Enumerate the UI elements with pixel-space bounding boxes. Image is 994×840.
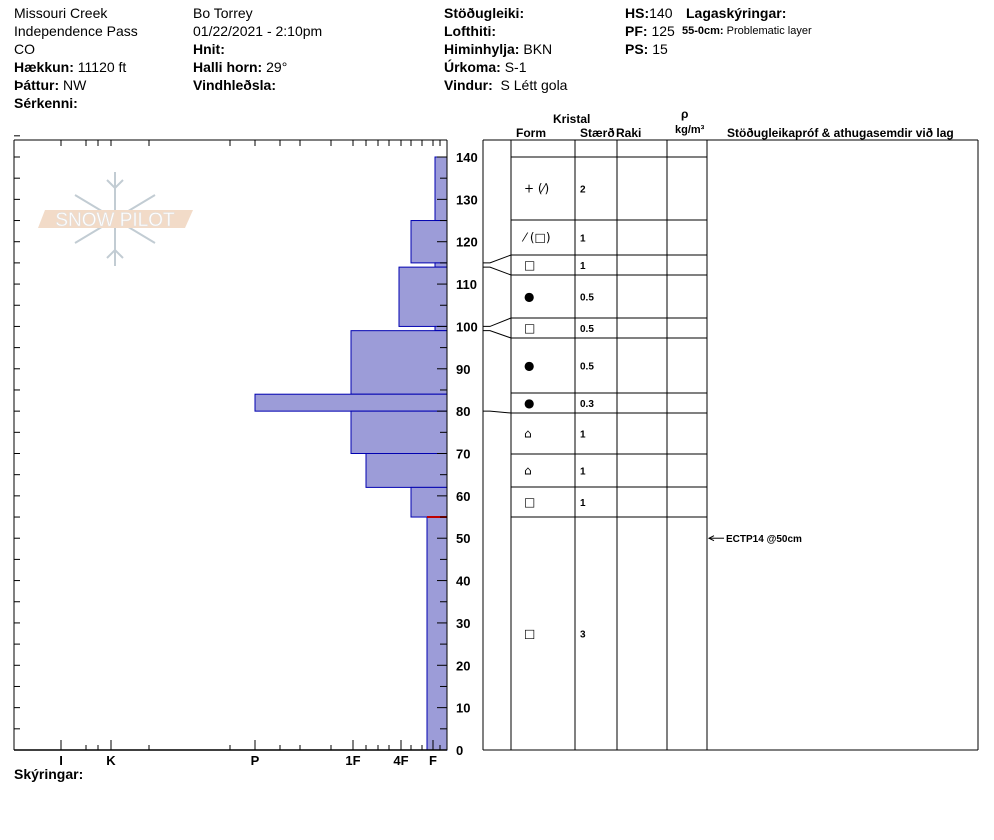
grain-form-symbol: + (⁄) [524, 182, 549, 196]
grain-size: 1 [580, 261, 586, 272]
hardness-label: I [59, 753, 63, 768]
layer-connector [483, 330, 512, 339]
layer-connector [483, 410, 512, 414]
hardness-bar [398, 266, 448, 327]
hardness-label: 1F [345, 753, 360, 768]
notes-label: Skýringar: [14, 766, 84, 782]
slope: Halli horn: 29° [193, 59, 288, 75]
hs: HS:140 [625, 5, 673, 21]
hardness-bar [254, 393, 448, 412]
crystal-header: Kristal [553, 112, 591, 126]
precip: Úrkoma: S-1 [444, 59, 527, 75]
grain-form-symbol: □ [524, 627, 535, 641]
grain-form-symbol: ● [524, 290, 534, 304]
wind-loading-label: Vindhleðsla: [193, 77, 276, 93]
depth-label: 60 [456, 489, 470, 504]
depth-label: 0 [456, 743, 463, 758]
grain-form-symbol: ● [524, 359, 534, 373]
air-temp-label: Lofthiti: [444, 23, 497, 39]
hardness-label: 4F [393, 753, 408, 768]
grain-form-symbol: □ [524, 258, 535, 272]
state: CO [14, 41, 35, 57]
form-header: Form [516, 126, 546, 140]
grain-size: 0.5 [580, 293, 594, 304]
hardness-bar [365, 453, 448, 488]
elevation: Hækkun: 11120 ft [14, 59, 127, 75]
grain-size: 0.3 [580, 399, 594, 410]
comments-header: Stöðugleikapróf & athugasemdir við lag [727, 126, 954, 140]
depth-label: 130 [456, 192, 478, 207]
layer-note: 55-0cm: Problematic layer [682, 25, 812, 37]
hardness-bar [434, 156, 448, 222]
hardness-bar [434, 262, 448, 268]
hardness-bar [426, 516, 448, 751]
grain-form-symbol: ⌂ [524, 464, 532, 478]
grain-size: 3 [580, 630, 586, 641]
layer-connector [483, 317, 512, 327]
hardness-bar [434, 325, 448, 332]
depth-label: 20 [456, 658, 470, 673]
hardness-label: P [251, 753, 260, 768]
hardness-label: F [429, 753, 437, 768]
density-unit: kg/m³ [675, 124, 705, 136]
hardness-bar [410, 486, 448, 518]
hardness-bar [350, 330, 448, 395]
moisture-header: Raki [616, 126, 642, 140]
layer-connector [483, 266, 512, 276]
area: Independence Pass [14, 23, 138, 39]
grain-size: 2 [580, 185, 586, 196]
hardness-label: K [106, 753, 116, 768]
svg-text:SNOW PILOT: SNOW PILOT [55, 210, 175, 231]
features-label: Sérkenni: [14, 95, 78, 111]
aspect: Þáttur: NW [14, 77, 87, 93]
sky: Himinhylja: BKN [444, 41, 553, 57]
grain-size: 1 [580, 430, 586, 441]
stability-label: Stöðugleiki: [444, 5, 525, 21]
depth-label: 100 [456, 319, 478, 334]
grain-size: 0.5 [580, 324, 594, 335]
stability-test-label: ECTP14 @50cm [726, 534, 802, 545]
grain-form-symbol: □ [524, 321, 535, 335]
grain-size: 0.5 [580, 362, 594, 373]
test-arrow-head [707, 535, 715, 542]
grain-form-symbol: ● [524, 396, 534, 410]
rho-header: ρ [681, 107, 689, 121]
depth-label: 10 [456, 701, 470, 716]
depth-label: 70 [456, 447, 470, 462]
grain-form-symbol: □ [524, 495, 535, 509]
grain-form-symbol: ⌂ [524, 427, 532, 441]
depth-label: 40 [456, 574, 470, 589]
grain-size: 1 [580, 467, 586, 478]
depth-label: 140 [456, 150, 478, 165]
pf: PF: 125 [625, 23, 675, 39]
depth-label: 90 [456, 362, 470, 377]
size-header: Stærð [580, 126, 615, 140]
wind: Vindur: S Létt gola [444, 77, 568, 93]
layer-notes-label: Lagaskýringar: [686, 5, 787, 21]
ps: PS: 15 [625, 41, 668, 57]
observer: Bo Torrey [193, 5, 253, 21]
location: Missouri Creek [14, 5, 108, 21]
datetime: 01/22/2021 - 2:10pm [193, 23, 323, 39]
depth-label: 80 [456, 404, 470, 419]
snowpilot-logo: SNOW PILOT [38, 172, 193, 266]
depth-label: 120 [456, 235, 478, 250]
depth-label: 30 [456, 616, 470, 631]
hardness-bar [350, 410, 448, 454]
depth-label: 110 [456, 277, 477, 292]
layer-connector [483, 254, 512, 264]
grain-size: 1 [580, 498, 586, 509]
grain-size: 1 [580, 234, 586, 245]
depth-label: 50 [456, 531, 470, 546]
grain-form-symbol: ⁄ (□) [521, 231, 551, 245]
coords-label: Hnit: [193, 41, 225, 57]
